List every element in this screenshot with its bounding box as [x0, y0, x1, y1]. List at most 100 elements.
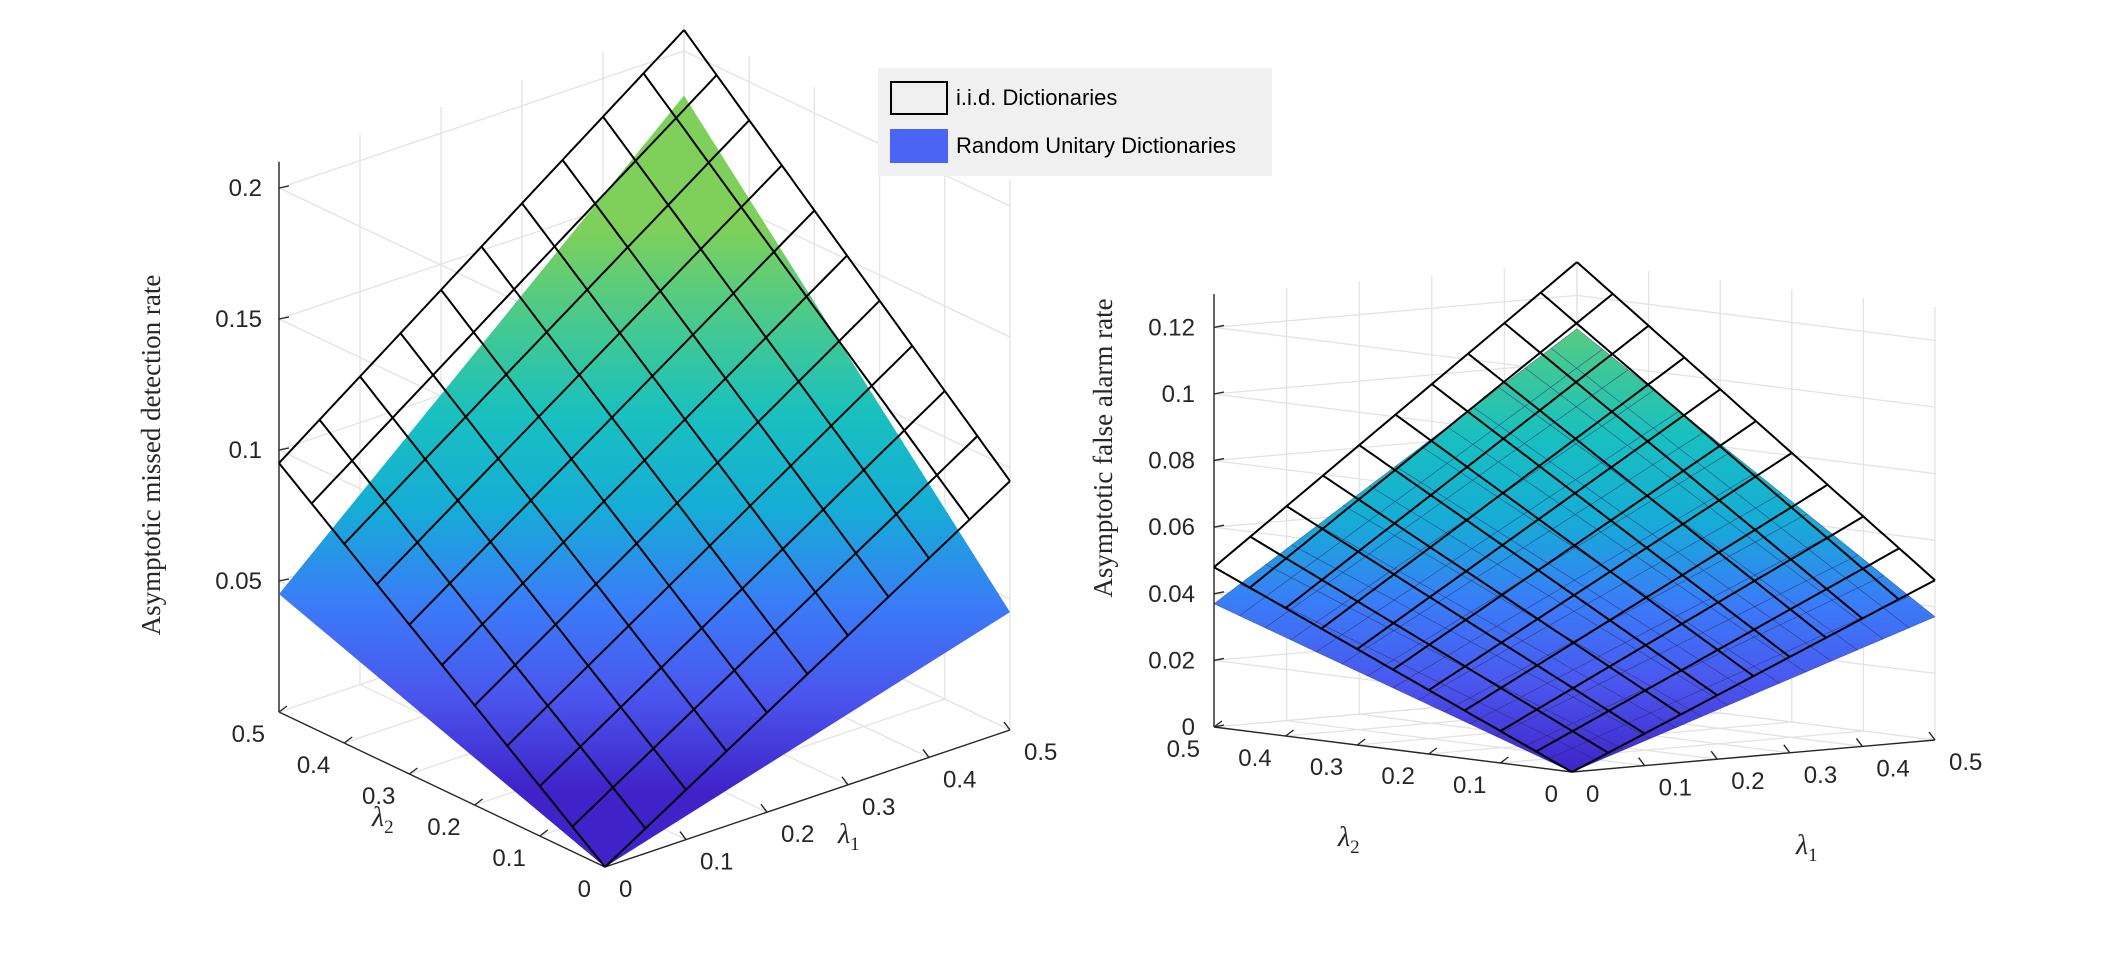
legend-swatch-unitary — [890, 129, 948, 163]
y-tick-label: 0.3 — [362, 783, 395, 810]
z-tick — [1213, 457, 1225, 462]
z-tick — [278, 578, 290, 582]
left-plot-missed-detection: 0.05 0.1 0.15 0.2 0 0.1 0.2 0.3 0.4 0.5 0 0.1 0.2 0.3… — [136, 24, 1057, 903]
y-tick-label: 0.4 — [297, 752, 330, 779]
z-gridline — [277, 50, 1011, 344]
y-tick — [539, 829, 549, 837]
z-tick — [278, 316, 290, 320]
legend-label-iid: i.i.d. Dictionaries — [956, 85, 1118, 110]
legend-item-unitary[interactable]: Random Unitary Dictionaries — [890, 128, 1236, 164]
series-mesh — [1213, 261, 1936, 773]
mesh-line — [310, 74, 718, 505]
x-axis-label: λ1 — [1795, 830, 1818, 866]
y-tick — [1285, 729, 1295, 737]
z-tick-label: 0.04 — [1148, 581, 1195, 608]
y-tick-label: 0.5 — [1167, 736, 1200, 763]
series-surface — [279, 95, 1010, 867]
x-tick — [1003, 721, 1011, 731]
x-tick — [922, 748, 930, 758]
z-tick-label: 0.08 — [1148, 448, 1195, 475]
x-axis-label-symbol: λ — [1795, 830, 1808, 861]
mesh-line — [1320, 356, 1685, 630]
series-surface — [1213, 328, 1936, 773]
y-gridline — [1500, 298, 1865, 764]
x-tick-label: 0.1 — [1659, 775, 1692, 802]
mesh-line — [602, 116, 930, 559]
mesh-line — [1284, 324, 1650, 609]
y-tick — [1213, 720, 1223, 728]
z-tick-label: 0.1 — [1162, 381, 1195, 408]
z-tick — [1213, 657, 1225, 662]
mesh-line — [278, 29, 685, 464]
mesh-line — [521, 202, 849, 637]
z-axis-label: Asymptotic missed detection rate — [136, 275, 166, 636]
y-tick — [1356, 738, 1366, 746]
y-tick — [343, 736, 353, 744]
z-tick-label: 0.1 — [229, 437, 262, 464]
mesh-line — [1576, 261, 1936, 581]
x-tick-label: 0.2 — [1731, 768, 1764, 795]
y-gridline — [1357, 280, 1721, 746]
y-tick-label: 0.1 — [492, 845, 525, 872]
y-tick-label: 0.3 — [1310, 754, 1343, 781]
y-tick-label: 0.1 — [1453, 772, 1486, 799]
z-tick — [1213, 391, 1225, 395]
x-tick-label: 0.2 — [781, 821, 814, 848]
z-tick-label: 0 — [1182, 714, 1195, 741]
x-axis-line — [1571, 739, 1936, 773]
y-tick — [1499, 756, 1509, 764]
y-tick — [474, 798, 484, 806]
x-tick-label: 0.3 — [862, 794, 895, 821]
mesh-line — [642, 72, 971, 521]
mesh-line — [1467, 352, 1827, 639]
mesh-line — [376, 164, 783, 585]
y-axis-label: λ2 — [1337, 822, 1360, 858]
y-tick — [408, 767, 418, 775]
mesh-line — [408, 209, 816, 626]
x-tick-label: 0.5 — [1024, 739, 1057, 766]
y-axis-label-symbol: λ — [371, 802, 384, 833]
y-tick — [1428, 747, 1438, 755]
mesh-line — [343, 119, 750, 545]
y-axis-label: λ2 — [371, 802, 394, 838]
z-tick-label: 0.06 — [1148, 514, 1195, 541]
surface-patch — [279, 95, 1010, 867]
legend-item-iid[interactable]: i.i.d. Dictionaries — [890, 80, 1117, 116]
x-tick-label: 0.1 — [700, 849, 733, 876]
x-axis-label-symbol: λ — [837, 819, 850, 850]
x-tick-label: 0 — [619, 876, 632, 903]
mesh-line — [1392, 420, 1757, 671]
x-tick — [679, 831, 687, 841]
x-axis-label-subscript: 1 — [1808, 845, 1818, 866]
mesh-line — [561, 159, 890, 598]
mesh-line — [1540, 291, 1900, 601]
y-axis-label-subscript: 2 — [1350, 837, 1360, 858]
mesh-line — [441, 254, 848, 666]
legend-label-unitary: Random Unitary Dictionaries — [956, 133, 1236, 158]
mesh-line — [1431, 383, 1791, 658]
z-tick-label: 0.2 — [229, 175, 262, 202]
z-tick — [278, 185, 290, 189]
x-tick-label: 0 — [1586, 781, 1599, 808]
mesh-line — [1356, 388, 1721, 650]
y-tick-label: 0.5 — [232, 721, 265, 748]
legend: i.i.d. Dictionaries Random Unitary Dicti… — [878, 68, 1272, 176]
x-tick — [760, 803, 768, 813]
x-tick — [841, 776, 849, 786]
x-tick — [1638, 757, 1646, 767]
x-tick — [1710, 750, 1718, 760]
axes-lines — [1213, 294, 1936, 773]
z-tick-label: 0.02 — [1148, 647, 1195, 674]
right-plot-false-alarm: 00.020.040.060.080.10.120 0.1 0.2 0.3 0.4 0.5… — [1088, 261, 1982, 866]
x-axis-label-subscript: 1 — [850, 834, 860, 855]
z-tick — [1213, 524, 1225, 528]
z-gridline — [1213, 294, 1936, 374]
z-tick-label: 0.12 — [1148, 314, 1195, 341]
y-axis-label-symbol: λ — [1337, 822, 1350, 853]
y-tick-label: 0 — [1545, 781, 1558, 808]
legend-swatch-iid — [890, 81, 948, 115]
series-mesh — [278, 29, 1011, 868]
mesh-line — [1249, 293, 1614, 589]
x-axis-label: λ1 — [837, 819, 860, 855]
